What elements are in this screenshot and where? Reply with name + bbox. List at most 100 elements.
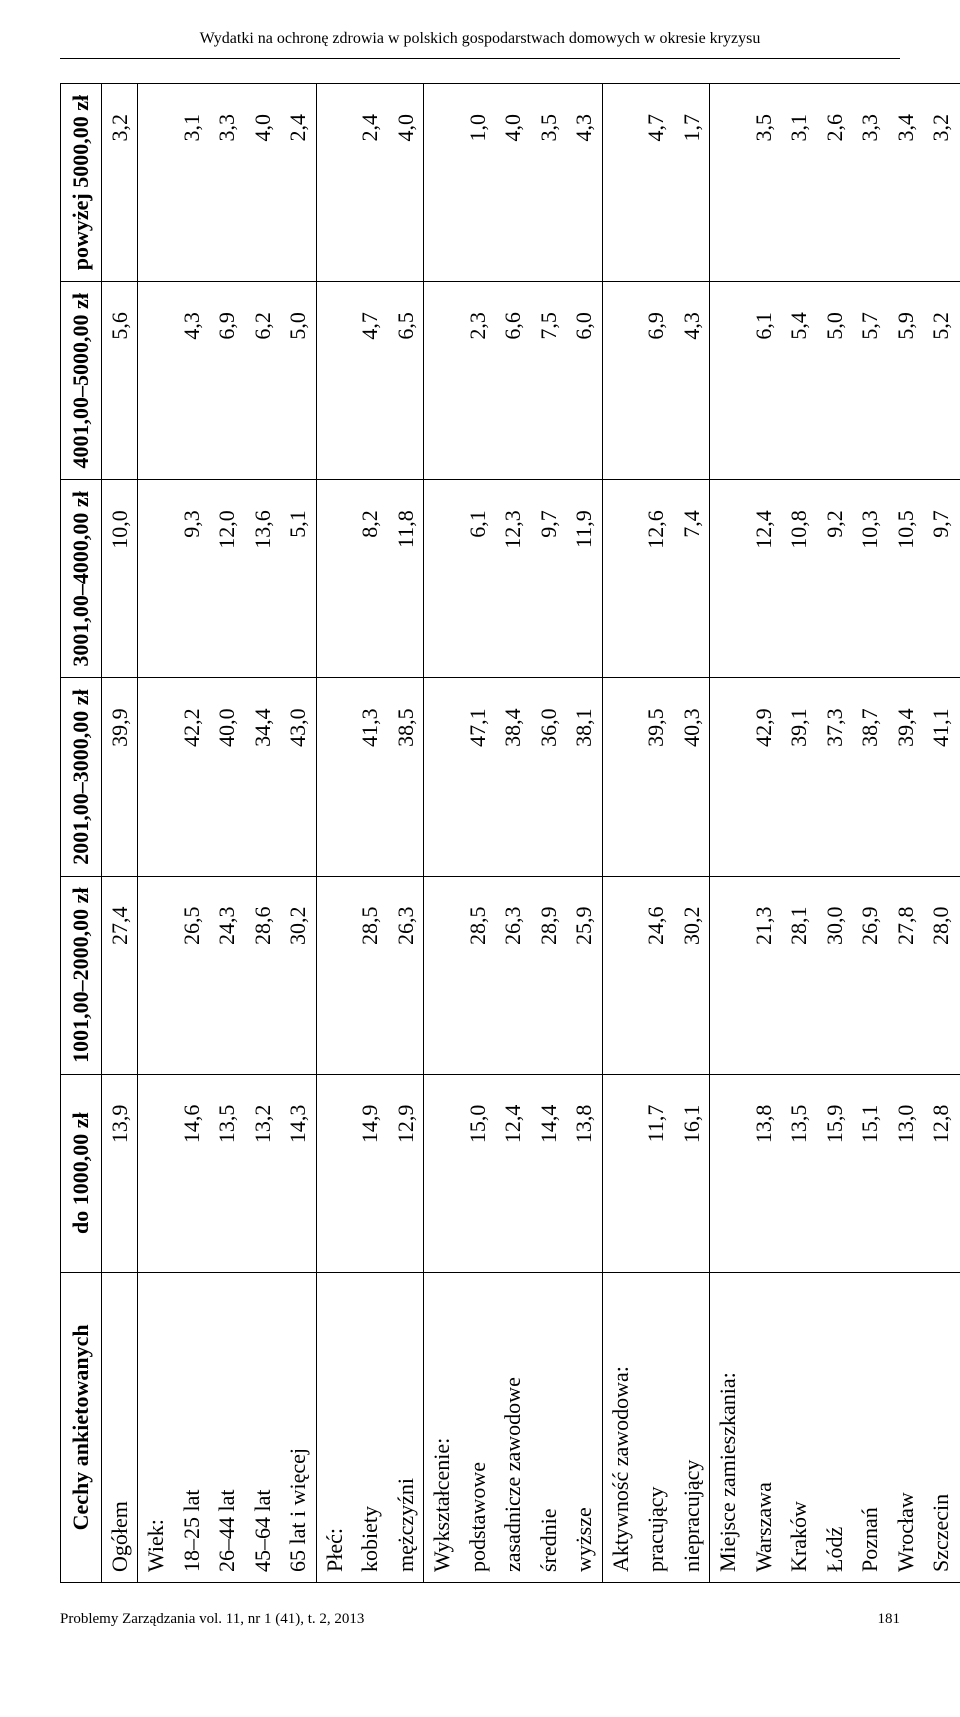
cell-value: 30,0 (817, 876, 853, 1074)
cell-value: 5,6 (101, 282, 138, 480)
cell-value: 38,5 (388, 678, 424, 876)
cell-value: 6,9 (638, 282, 674, 480)
cell-value: 42,9 (746, 678, 782, 876)
table-row: Płeć: (316, 84, 352, 1583)
row-label: Ogółem (101, 1272, 138, 1582)
cell-value: 12,9 (388, 1074, 424, 1272)
cell-value: 5,9 (888, 282, 924, 480)
cell-value: 5,2 (923, 282, 959, 480)
cell-value: 13,5 (781, 1074, 817, 1272)
cell-value (424, 84, 460, 282)
cell-value: 38,4 (495, 678, 531, 876)
row-label: Płeć: (316, 1272, 352, 1582)
cell-value: 3,4 (888, 84, 924, 282)
cell-value: 4,7 (638, 84, 674, 282)
table-row: zasadnicze zawodowe12,426,338,412,36,64,… (495, 84, 531, 1583)
cell-value: 14,3 (280, 1074, 316, 1272)
table-row: mężczyźni12,926,338,511,86,54,0 (388, 84, 424, 1583)
table-row: Wykształcenie: (424, 84, 460, 1583)
cell-value: 15,9 (817, 1074, 853, 1272)
cell-value (138, 480, 174, 678)
cell-value: 26,3 (388, 876, 424, 1074)
cell-value: 28,9 (531, 876, 567, 1074)
row-label: Poznań (852, 1272, 888, 1582)
row-label: Wykształcenie: (424, 1272, 460, 1582)
cell-value: 13,5 (209, 1074, 245, 1272)
cell-value: 6,2 (245, 282, 281, 480)
cell-value: 30,2 (280, 876, 316, 1074)
cell-value: 9,7 (531, 480, 567, 678)
cell-value: 8,2 (352, 480, 388, 678)
row-label: 26–44 lat (209, 1272, 245, 1582)
cell-value: 13,8 (566, 1074, 602, 1272)
row-label: Wiek: (138, 1272, 174, 1582)
table-row: 26–44 lat13,524,340,012,06,93,3 (209, 84, 245, 1583)
table-header-row: Cechy ankietowanych do 1000,00 zł 1001,0… (61, 84, 102, 1583)
cell-value: 28,1 (781, 876, 817, 1074)
cell-value: 5,4 (781, 282, 817, 480)
table-row: Aktywność zawodowa: (602, 84, 638, 1583)
cell-value: 13,8 (746, 1074, 782, 1272)
running-head: Wydatki na ochronę zdrowia w polskich go… (60, 30, 900, 54)
col-header-2: 1001,00–2000,00 zł (61, 876, 102, 1074)
cell-value: 3,5 (531, 84, 567, 282)
cell-value (710, 876, 746, 1074)
cell-value (710, 480, 746, 678)
cell-value: 14,4 (531, 1074, 567, 1272)
cell-value: 27,4 (101, 876, 138, 1074)
row-label: zasadnicze zawodowe (495, 1272, 531, 1582)
cell-value: 13,2 (245, 1074, 281, 1272)
cell-value: 13,6 (245, 480, 281, 678)
cell-value (710, 1074, 746, 1272)
cell-value: 24,6 (638, 876, 674, 1074)
cell-value: 9,7 (923, 480, 959, 678)
cell-value: 11,9 (566, 480, 602, 678)
cell-value: 42,2 (174, 678, 210, 876)
row-label: niepracujący (674, 1272, 710, 1582)
cell-value: 4,0 (245, 84, 281, 282)
col-header-1: do 1000,00 zł (61, 1074, 102, 1272)
cell-value: 3,1 (174, 84, 210, 282)
cell-value (602, 282, 638, 480)
cell-value (316, 480, 352, 678)
table-row: kobiety14,928,541,38,24,72,4 (352, 84, 388, 1583)
cell-value: 13,0 (888, 1074, 924, 1272)
cell-value: 7,4 (674, 480, 710, 678)
cell-value: 12,8 (923, 1074, 959, 1272)
table-row: pracujący11,724,639,512,66,94,7 (638, 84, 674, 1583)
cell-value: 38,7 (852, 678, 888, 876)
cell-value: 41,1 (923, 678, 959, 876)
footer-journal: Problemy Zarządzania vol. 11, nr 1 (41),… (60, 1611, 364, 1628)
cell-value: 3,2 (923, 84, 959, 282)
cell-value: 5,7 (852, 282, 888, 480)
income-table: Cechy ankietowanych do 1000,00 zł 1001,0… (60, 83, 960, 1583)
cell-value: 12,6 (638, 480, 674, 678)
table-body: Ogółem13,927,439,910,05,63,2Wiek:18–25 l… (101, 84, 960, 1583)
cell-value (710, 678, 746, 876)
cell-value: 11,7 (638, 1074, 674, 1272)
cell-value: 10,3 (852, 480, 888, 678)
cell-value (138, 1074, 174, 1272)
cell-value: 10,0 (101, 480, 138, 678)
page: Wydatki na ochronę zdrowia w polskich go… (0, 0, 960, 1668)
row-label: pracujący (638, 1272, 674, 1582)
cell-value: 2,3 (460, 282, 496, 480)
cell-value: 6,5 (388, 282, 424, 480)
cell-value: 6,9 (209, 282, 245, 480)
cell-value (424, 480, 460, 678)
cell-value (424, 1074, 460, 1272)
cell-value: 6,6 (495, 282, 531, 480)
cell-value: 6,0 (566, 282, 602, 480)
cell-value (710, 282, 746, 480)
cell-value: 34,4 (245, 678, 281, 876)
row-label: Wrocław (888, 1272, 924, 1582)
cell-value: 12,4 (495, 1074, 531, 1272)
table-row: Poznań15,126,938,710,35,73,3 (852, 84, 888, 1583)
table-row: Ogółem13,927,439,910,05,63,2 (101, 84, 138, 1583)
cell-value: 38,1 (566, 678, 602, 876)
table-row: 65 lat i więcej14,330,243,05,15,02,4 (280, 84, 316, 1583)
cell-value: 5,0 (817, 282, 853, 480)
row-label: mężczyźni (388, 1272, 424, 1582)
cell-value (602, 678, 638, 876)
cell-value: 1,0 (460, 84, 496, 282)
